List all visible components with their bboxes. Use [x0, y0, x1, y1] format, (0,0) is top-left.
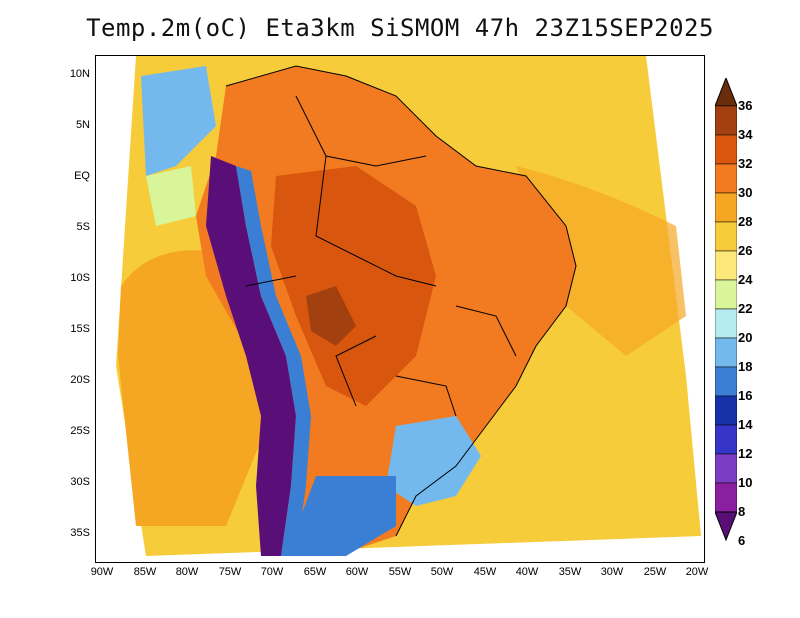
- interior-hottest: [306, 286, 356, 346]
- colorbar-label: 14: [738, 417, 753, 432]
- colorbar-segment: [715, 192, 737, 223]
- colorbar-segment: [715, 279, 737, 310]
- andes-edge: [236, 166, 311, 556]
- lat-label: 5S: [76, 221, 90, 233]
- lon-label: 25W: [643, 566, 667, 578]
- colorbar-label: 12: [738, 446, 753, 461]
- lon-label: 75W: [218, 566, 242, 578]
- colorbar-segment: [715, 134, 737, 165]
- colorbar-label: 16: [738, 388, 753, 403]
- lat-label: 10N: [69, 68, 90, 80]
- colorbar-label: 36: [738, 98, 753, 113]
- colorbar-label: 30: [738, 185, 753, 200]
- southeast-cool: [386, 416, 481, 506]
- map-frame: [95, 55, 705, 563]
- colorbar-segment: [715, 308, 737, 339]
- colorbar-segment: [715, 105, 737, 136]
- north-cool-zone: [141, 66, 216, 176]
- colorbar-label: 26: [738, 243, 753, 258]
- colorbar-label: 8: [738, 504, 746, 519]
- lon-label: 85W: [133, 566, 157, 578]
- colorbar-label: 34: [738, 127, 753, 142]
- country-borders: [245, 95, 517, 417]
- lon-label: 35W: [558, 566, 582, 578]
- lon-label: 65W: [303, 566, 327, 578]
- colorbar-segment: [715, 337, 737, 368]
- colorbar: [715, 78, 737, 542]
- lon-label: 20W: [685, 566, 709, 578]
- lat-label: 5N: [75, 119, 90, 131]
- interior-hot: [271, 166, 436, 406]
- colorbar-segment: [715, 424, 737, 455]
- colorbar-label: 32: [738, 156, 753, 171]
- lon-label: 80W: [175, 566, 199, 578]
- lon-label: 90W: [90, 566, 114, 578]
- colorbar-label: 22: [738, 301, 753, 316]
- lon-label: 55W: [388, 566, 412, 578]
- lat-label: 10S: [70, 272, 90, 284]
- lon-label: 70W: [260, 566, 284, 578]
- colorbar-label: 10: [738, 475, 753, 490]
- lat-label: 25S: [70, 425, 90, 437]
- colorbar-label: 18: [738, 359, 753, 374]
- colorbar-label: 24: [738, 272, 753, 287]
- colorbar-label: 6: [738, 533, 746, 548]
- colorbar-segment: [715, 453, 737, 484]
- lat-label: 35S: [70, 527, 90, 539]
- lon-label: 30W: [600, 566, 624, 578]
- south-cool: [286, 476, 396, 556]
- colorbar-label: 28: [738, 214, 753, 229]
- andes-band: [206, 156, 296, 556]
- colorbar-bottom-arrow: [715, 511, 737, 542]
- colorbar-top-arrow: [715, 78, 737, 107]
- colorbar-segment: [715, 250, 737, 281]
- colorbar-segment: [715, 395, 737, 426]
- lon-label: 60W: [345, 566, 369, 578]
- coastline: [225, 65, 577, 537]
- colorbar-segment: [715, 221, 737, 252]
- lat-label: 30S: [70, 476, 90, 488]
- lat-label: EQ: [74, 170, 90, 182]
- colorbar-segment: [715, 482, 737, 513]
- lon-label: 45W: [473, 566, 497, 578]
- temperature-map: [116, 56, 701, 556]
- north-cool-zone-2: [146, 166, 196, 226]
- lon-label: 40W: [515, 566, 539, 578]
- atlantic-warm-zone: [516, 166, 686, 356]
- lat-label: 15S: [70, 323, 90, 335]
- colorbar-segment: [715, 163, 737, 194]
- colorbar-segment: [715, 366, 737, 397]
- colorbar-label: 20: [738, 330, 753, 345]
- map-title: Temp.2m(oC) Eta3km SiSMOM 47h 23Z15SEP20…: [86, 14, 714, 42]
- lat-label: 20S: [70, 374, 90, 386]
- lon-label: 50W: [430, 566, 454, 578]
